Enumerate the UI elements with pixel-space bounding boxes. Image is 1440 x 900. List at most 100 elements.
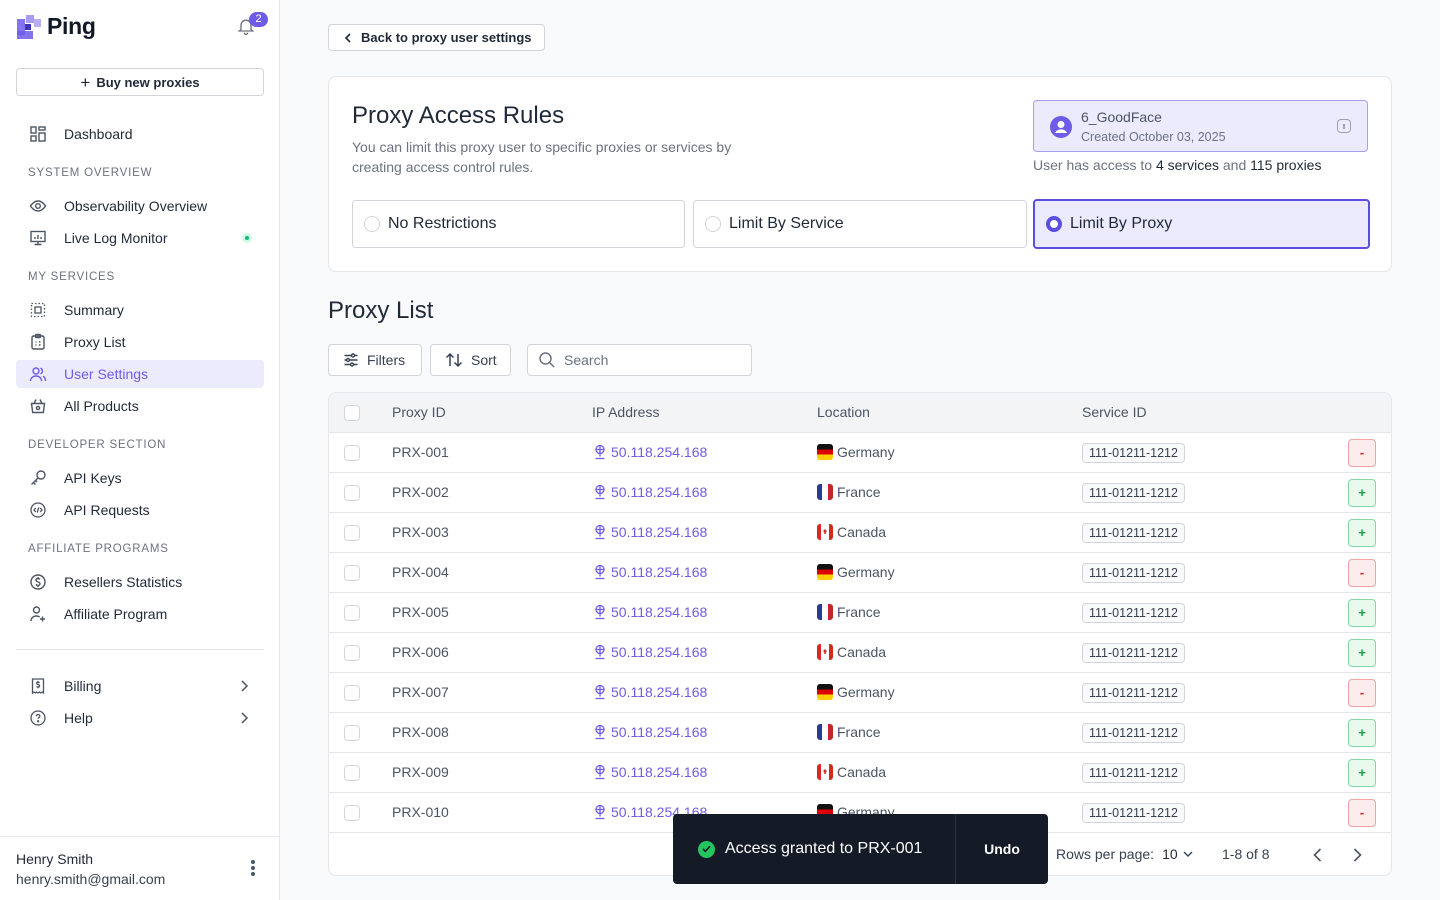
sidebar-item-dashboard[interactable]: Dashboard <box>16 120 264 148</box>
ip-address-link[interactable]: 50.118.254.168 <box>593 604 707 620</box>
sort-button[interactable]: Sort <box>430 344 511 376</box>
table-row[interactable]: PRX-006 50.118.254.168 Canada 111-01211-121… <box>329 633 1391 673</box>
column-header-proxy-id[interactable]: Proxy ID <box>392 404 446 420</box>
sidebar-item-live-log-monitor[interactable]: Live Log Monitor <box>16 224 264 252</box>
table-row[interactable]: PRX-009 50.118.254.168 Canada 111-01211-121… <box>329 753 1391 793</box>
ip-address-link[interactable]: 50.118.254.168 <box>593 724 707 740</box>
option-limit-by-service[interactable]: Limit By Service <box>693 200 1027 248</box>
row-checkbox[interactable] <box>344 525 360 541</box>
radio-unchecked-icon[interactable] <box>364 216 380 232</box>
option-limit-by-proxy[interactable]: Limit By Proxy <box>1033 199 1370 249</box>
ip-address-link[interactable]: 50.118.254.168 <box>593 684 707 700</box>
toast-notification: Access granted to PRX-001 Undo <box>673 814 1048 884</box>
row-checkbox[interactable] <box>344 685 360 701</box>
service-id-tag: 111-01211-1212 <box>1082 443 1185 463</box>
grant-access-button[interactable]: + <box>1348 719 1376 747</box>
rows-per-page-select[interactable]: 10 <box>1162 846 1194 862</box>
ip-address-link[interactable]: 50.118.254.168 <box>593 644 707 660</box>
ip-address-link[interactable]: 50.118.254.168 <box>593 444 707 460</box>
location: Germany <box>817 684 895 700</box>
nav-developer-section: DEVELOPER SECTION API Keys API Requests <box>16 439 264 524</box>
logo[interactable]: Ping <box>17 13 96 40</box>
sidebar-item-api-requests[interactable]: API Requests <box>16 496 264 524</box>
filters-icon <box>344 353 358 367</box>
sidebar-item-all-products[interactable]: All Products <box>16 392 264 420</box>
row-checkbox[interactable] <box>344 645 360 661</box>
revoke-access-button[interactable]: - <box>1348 799 1376 827</box>
sidebar-item-user-settings[interactable]: User Settings <box>16 360 264 388</box>
table-pagination: Rows per page: 10 1-8 of 8 <box>329 833 1391 875</box>
sidebar-item-resellers-statistics[interactable]: Resellers Statistics <box>16 568 264 596</box>
column-header-location[interactable]: Location <box>817 404 870 420</box>
service-id-tag: 111-01211-1212 <box>1082 803 1185 823</box>
filters-button[interactable]: Filters <box>328 344 422 376</box>
back-to-proxy-user-settings-button[interactable]: Back to proxy user settings <box>328 24 545 51</box>
notification-badge: 2 <box>249 12 268 27</box>
ip-address-link[interactable]: 50.118.254.168 <box>593 484 707 500</box>
table-row[interactable]: PRX-005 50.118.254.168 France 111-01211-121… <box>329 593 1391 633</box>
sidebar-item-observability-overview[interactable]: Observability Overview <box>16 192 264 220</box>
basket-icon <box>28 396 48 416</box>
sidebar-item-billing[interactable]: Billing <box>16 672 264 700</box>
row-checkbox[interactable] <box>344 765 360 781</box>
revoke-access-button[interactable]: - <box>1348 559 1376 587</box>
ip-address-link[interactable]: 50.118.254.168 <box>593 764 707 780</box>
column-header-ip-address[interactable]: IP Address <box>592 404 660 420</box>
buy-proxies-button[interactable]: + Buy new proxies <box>16 68 264 96</box>
row-checkbox[interactable] <box>344 565 360 581</box>
network-node-icon <box>595 604 605 620</box>
grant-access-button[interactable]: + <box>1348 599 1376 627</box>
more-options-icon[interactable] <box>248 859 258 879</box>
user-name: Henry Smith <box>16 851 94 867</box>
next-page-icon[interactable] <box>1347 845 1367 865</box>
row-checkbox[interactable] <box>344 805 360 821</box>
grant-access-button[interactable]: + <box>1348 639 1376 667</box>
column-header-service-id[interactable]: Service ID <box>1082 404 1147 420</box>
table-row[interactable]: PRX-002 50.118.254.168 France 111-01211-121… <box>329 473 1391 513</box>
location: France <box>817 724 881 740</box>
plus-icon: + <box>80 72 91 92</box>
previous-page-icon[interactable] <box>1308 845 1328 865</box>
section-title: DEVELOPER SECTION <box>28 439 167 451</box>
bell-icon[interactable] <box>236 16 256 36</box>
location: France <box>817 484 881 500</box>
search-input[interactable] <box>564 352 734 368</box>
row-checkbox[interactable] <box>344 485 360 501</box>
table-header: Proxy ID IP Address Location Service ID <box>329 393 1391 433</box>
row-checkbox[interactable] <box>344 445 360 461</box>
network-node-icon <box>595 724 605 740</box>
row-checkbox[interactable] <box>344 605 360 621</box>
table-row[interactable]: PRX-004 50.118.254.168 Germany 111-01211-12… <box>329 553 1391 593</box>
radio-unchecked-icon[interactable] <box>705 216 721 232</box>
revoke-access-button[interactable]: - <box>1348 679 1376 707</box>
table-row[interactable]: PRX-010 50.118.254.168 Germany 111-01211-12… <box>329 793 1391 833</box>
table-row[interactable]: PRX-008 50.118.254.168 France 111-01211-121… <box>329 713 1391 753</box>
table-row[interactable]: PRX-001 50.118.254.168 Germany 111-01211-12… <box>329 433 1391 473</box>
service-id-tag: 111-01211-1212 <box>1082 483 1185 503</box>
network-node-icon <box>595 804 605 820</box>
sidebar-item-affiliate-program[interactable]: Affiliate Program <box>16 600 264 628</box>
table-row[interactable]: PRX-007 50.118.254.168 Germany 111-01211-12… <box>329 673 1391 713</box>
table-row[interactable]: PRX-003 50.118.254.168 Canada 111-01211-121… <box>329 513 1391 553</box>
rows-per-page: Rows per page: 10 <box>1056 846 1194 862</box>
revoke-access-button[interactable]: - <box>1348 439 1376 467</box>
undo-button[interactable]: Undo <box>984 841 1020 857</box>
select-all-checkbox[interactable] <box>344 405 360 421</box>
sidebar-item-help[interactable]: Help <box>16 704 264 732</box>
sidebar-item-proxy-list[interactable]: Proxy List <box>16 328 264 356</box>
ip-address-link[interactable]: 50.118.254.168 <box>593 564 707 580</box>
radio-checked-icon[interactable] <box>1046 216 1062 232</box>
flag-germany-icon <box>817 444 833 460</box>
sidebar-item-api-keys[interactable]: API Keys <box>16 464 264 492</box>
ip-address-link[interactable]: 50.118.254.168 <box>593 524 707 540</box>
service-id-tag: 111-01211-1212 <box>1082 723 1185 743</box>
grant-access-button[interactable]: + <box>1348 759 1376 787</box>
sidebar-item-summary[interactable]: Summary <box>16 296 264 324</box>
grant-access-button[interactable]: + <box>1348 519 1376 547</box>
row-checkbox[interactable] <box>344 725 360 741</box>
search-field[interactable] <box>527 344 752 376</box>
option-no-restrictions[interactable]: No Restrictions <box>352 200 685 248</box>
info-icon[interactable] <box>1337 119 1351 133</box>
grant-access-button[interactable]: + <box>1348 479 1376 507</box>
proxy-id: PRX-010 <box>392 804 449 820</box>
